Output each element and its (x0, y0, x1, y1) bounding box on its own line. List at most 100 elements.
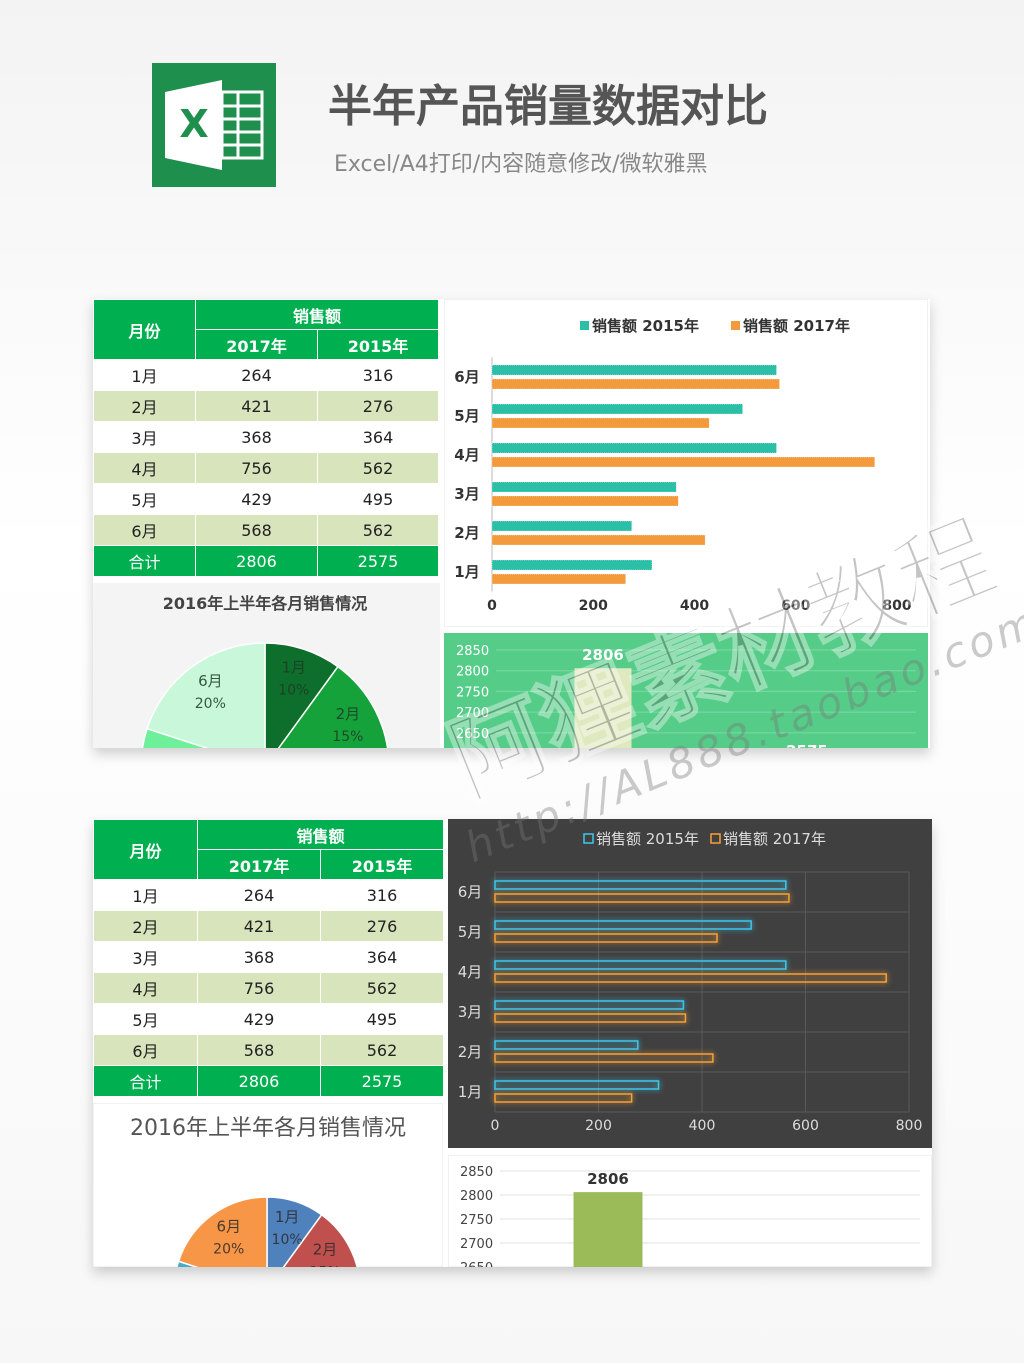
x-tick-label: 0 (491, 1118, 500, 1134)
table-cell: 1月 (93, 879, 198, 911)
bar (494, 893, 790, 903)
table-cell: 562 (316, 452, 440, 484)
slice-category: 3月 (338, 784, 363, 802)
x-tick-label: 600 (792, 1118, 819, 1134)
y-tick-label: 2850 (460, 1165, 493, 1180)
category-label: 2月 (454, 524, 479, 542)
x-tick-label: 0 (487, 598, 497, 614)
table-cell: 568 (197, 1034, 321, 1066)
title: 半年产品销量数据对比 (328, 81, 768, 132)
bar (491, 403, 743, 415)
table-cell: 276 (316, 390, 440, 422)
y-tick-label: 2550 (460, 1309, 493, 1324)
table-cell: 合计 (93, 1065, 198, 1097)
header-cell: 2015年 (316, 329, 440, 360)
y-tick-label: 2600 (456, 748, 489, 763)
table-row: 3月 368 364 (93, 941, 445, 973)
bar (491, 364, 777, 376)
bar (491, 534, 706, 546)
slice-label: 10% (272, 1232, 303, 1248)
chart-background (448, 819, 932, 1148)
bar (494, 973, 887, 983)
header-cell: 2017年 (195, 329, 318, 360)
table-row: 合计 2806 2575 (93, 1065, 445, 1097)
logo-letter: X (179, 102, 208, 146)
slice-label: 15% (158, 786, 189, 802)
logo-page (165, 80, 222, 170)
table-cell: 421 (195, 390, 318, 422)
logo-grid-lines (222, 92, 262, 158)
data-label: 2575 (786, 742, 828, 760)
table-row: 1月 264 316 (93, 359, 440, 391)
x-tick-label: 400 (689, 1118, 716, 1134)
chart-pie: 1月 10% 2月 15% 3月 13% 4月 27% 5月 15% 6月 20% (93, 1103, 443, 1353)
chart-bar: 0 200 400 600 800 1月 2月 3月 4月 5月 6月 销售额 2015年 销售额 20… (448, 819, 932, 1148)
table-row: 6月 568 562 (93, 1034, 445, 1066)
x-tick-label: 600 (781, 598, 810, 614)
column (774, 1303, 843, 1339)
bar (491, 442, 777, 454)
x-tick-label: 200 (579, 598, 608, 614)
slice-category: 4月 (249, 1335, 274, 1353)
table-cell: 429 (197, 1003, 321, 1035)
legend-swatch (710, 833, 721, 844)
table-row: 5月 429 495 (93, 1003, 445, 1035)
table-cell: 368 (197, 941, 321, 973)
legend-label: 销售额 2017年 (743, 317, 850, 335)
x-tick-label: 400 (680, 598, 709, 614)
bar (494, 933, 718, 943)
table-cell: 5月 (93, 483, 196, 515)
table-cell: 合计 (93, 545, 196, 577)
y-tick-label: 2650 (456, 727, 489, 742)
table-cell: 276 (319, 910, 445, 942)
table-cell: 4月 (93, 972, 198, 1004)
table-cell: 495 (316, 483, 440, 515)
legend-label: 销售额 2015年 (592, 317, 699, 335)
header-cell: 2017年 (197, 849, 321, 880)
category-label: 1月 (458, 1083, 483, 1101)
header-row: 2017年 2015年 (94, 849, 445, 880)
data-table: 月份 销售额 2017年 2015年 1月 264 316 2月 421 276 3月 368 364 4… (93, 819, 445, 1097)
bar (491, 573, 626, 585)
header-row: 2017年 2015年 (94, 329, 440, 360)
slice-category: 3月 (314, 1296, 339, 1314)
table-cell: 364 (316, 421, 440, 453)
bar (494, 960, 787, 970)
category-label: 5月 (458, 923, 483, 941)
column (574, 668, 632, 748)
slice-category: 6月 (198, 672, 223, 690)
slice-category: 1月 (281, 659, 306, 677)
table-cell: 3月 (93, 941, 198, 973)
bar (494, 1000, 685, 1010)
table-cell: 568 (195, 514, 318, 546)
slice-label: 10% (278, 683, 309, 699)
bar (494, 920, 752, 930)
x-tick-label: 800 (896, 1118, 923, 1134)
x-tick-label: 200 (585, 1118, 612, 1134)
table-row: 4月 756 562 (93, 972, 445, 1004)
pie-slice (146, 642, 266, 748)
column (573, 1192, 643, 1267)
slice-category: 5月 (190, 1280, 215, 1298)
bar (494, 1053, 714, 1063)
logo-grid (220, 90, 264, 160)
bar (494, 1040, 639, 1050)
category-label: 6月 (458, 883, 483, 901)
table-row: 4月 756 562 (93, 452, 440, 484)
category-label: 1月 (454, 563, 479, 581)
header-cell: 销售额 (194, 299, 440, 330)
data-label: 2806 (582, 646, 624, 664)
slice-category: 6月 (216, 1217, 241, 1235)
bar (494, 880, 787, 890)
category-label: 6月 (454, 368, 479, 386)
bar (491, 378, 780, 390)
data-table: 月份 销售额 2017年 2015年 1月 264 316 2月 421 276 3月 368 364 4… (93, 299, 440, 577)
slice-category: 1月 (275, 1208, 300, 1226)
column (779, 764, 836, 795)
bar (491, 559, 653, 571)
table-cell: 562 (316, 514, 440, 546)
table-cell: 6月 (93, 514, 196, 546)
header-row: 月份 销售额 (93, 819, 445, 880)
